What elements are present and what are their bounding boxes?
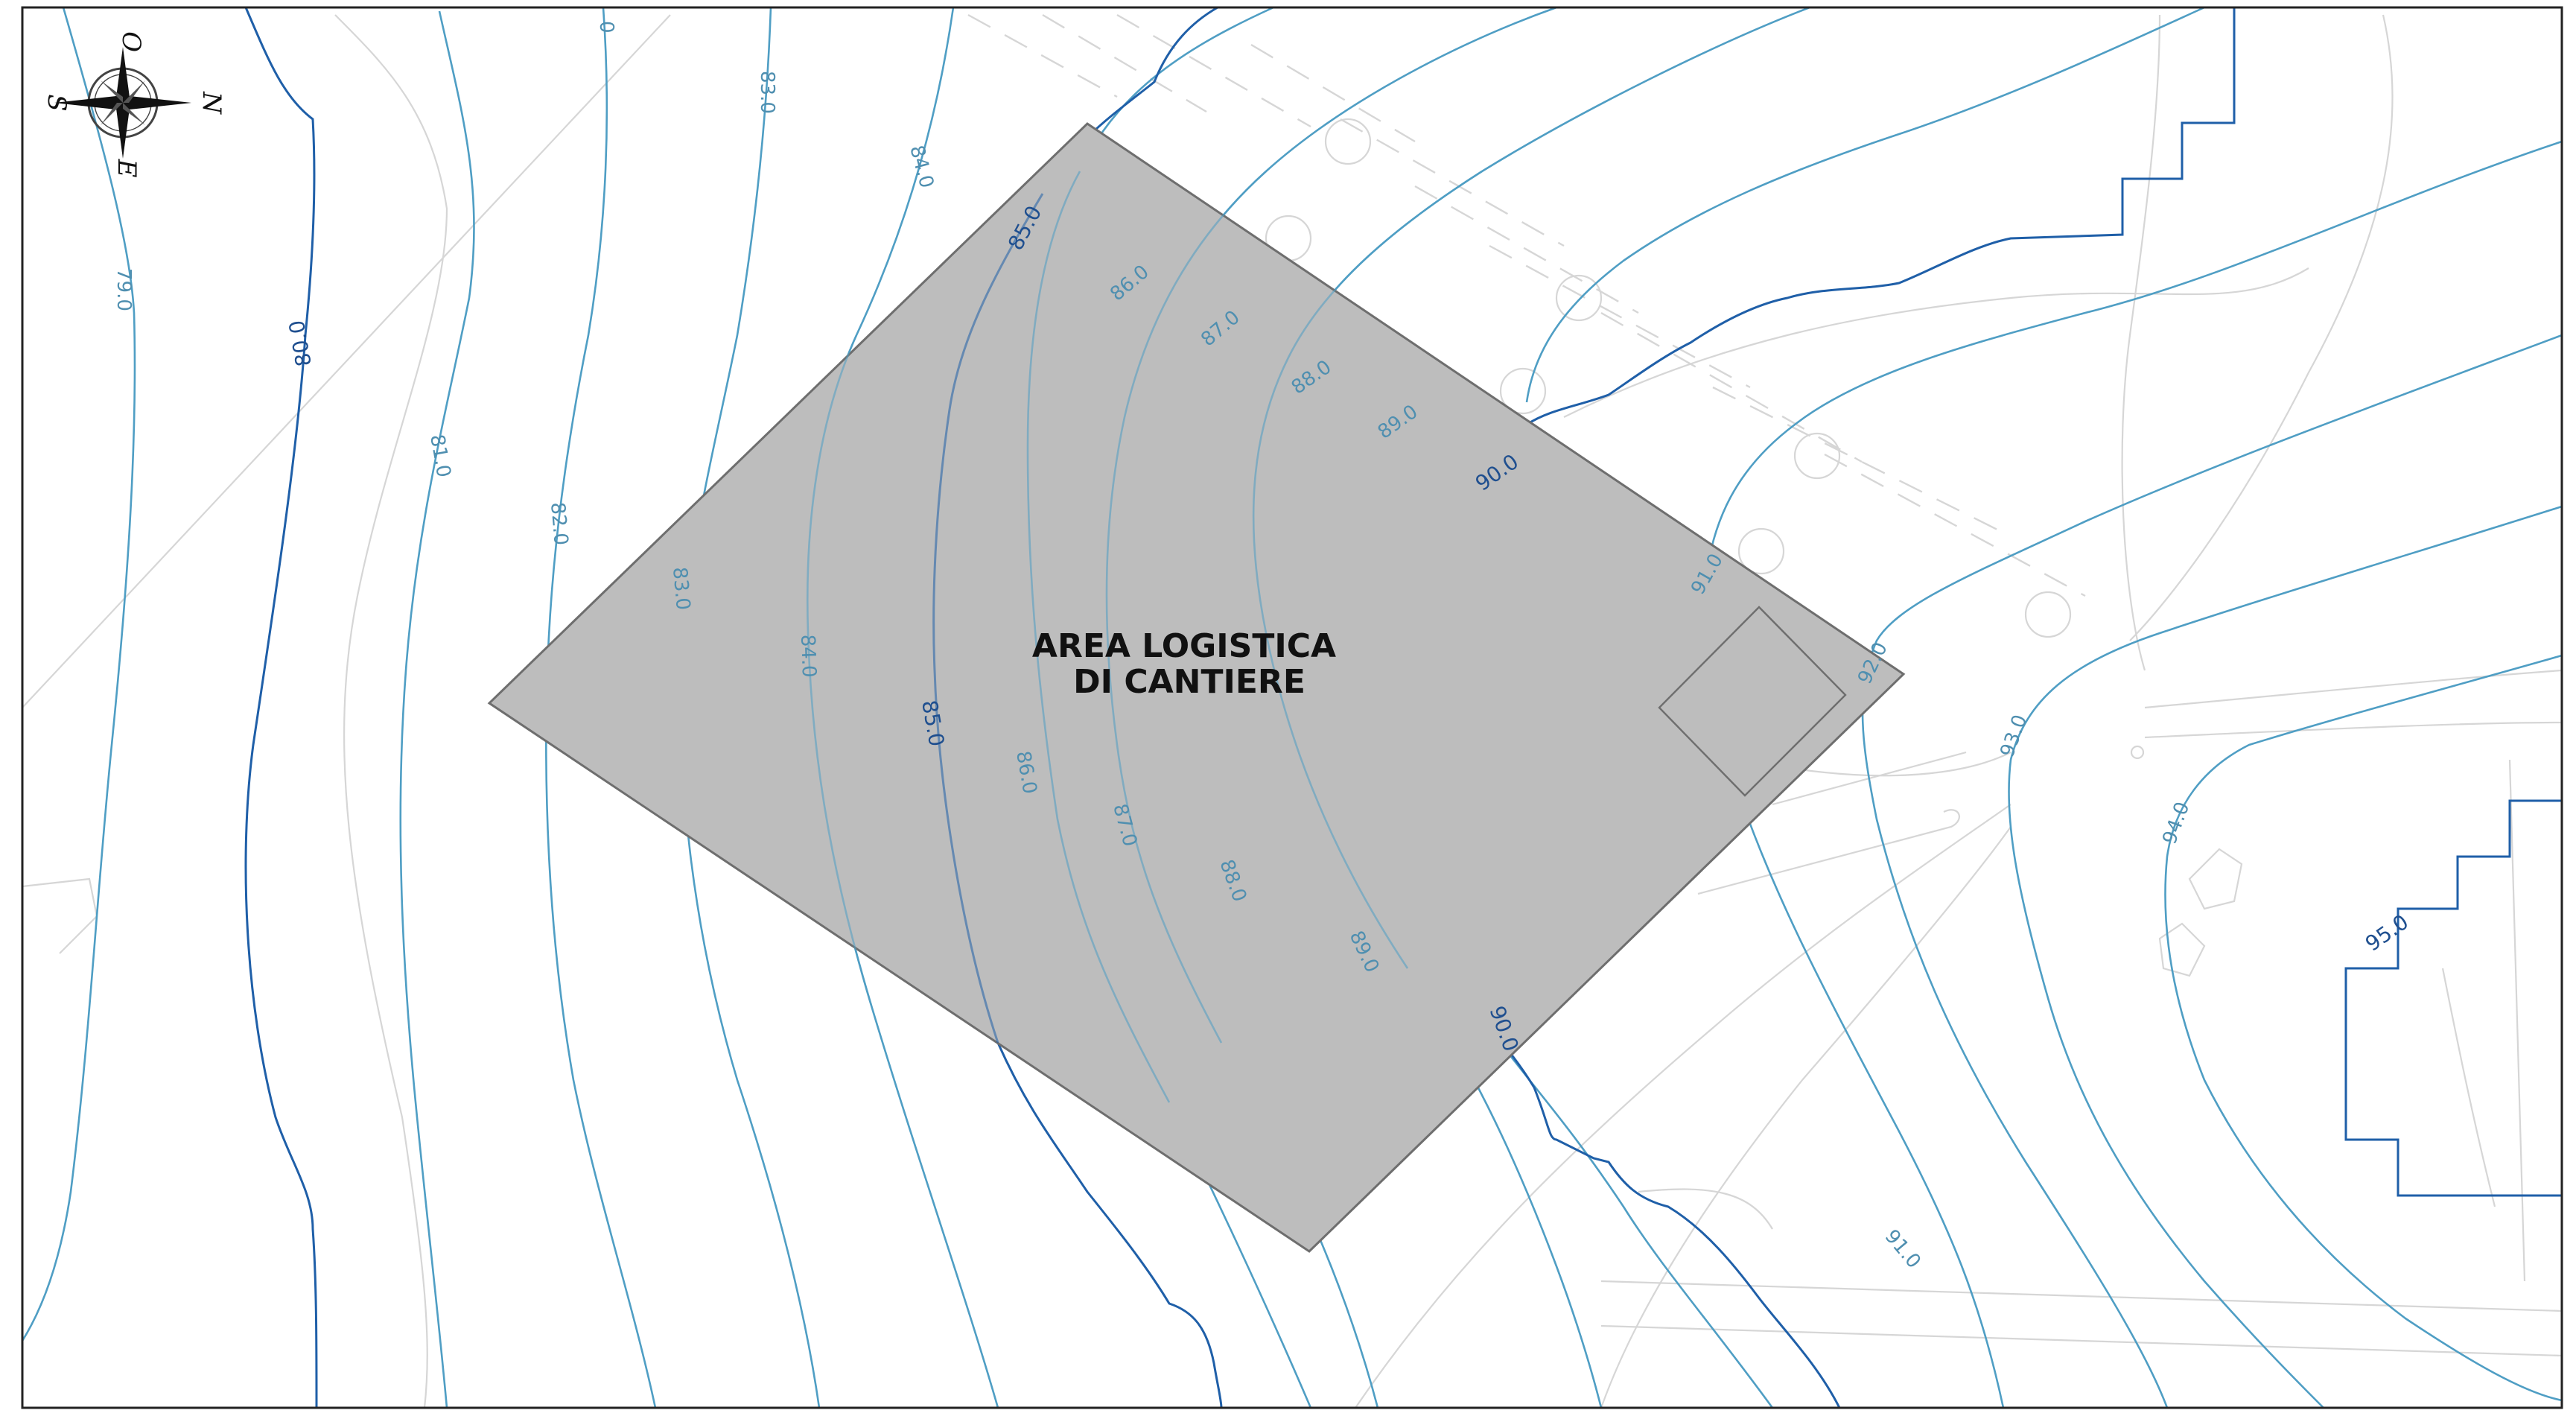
- contour-label-top: 0: [595, 21, 617, 34]
- compass-needle-east-icon: [115, 103, 130, 159]
- area-title-line2: DI CANTIERE: [1073, 663, 1306, 701]
- contour-lines-overlay: [806, 170, 1483, 1103]
- compass-east-label: E: [112, 159, 141, 178]
- contour-label-83-top: 83.0: [756, 71, 778, 114]
- contour-label-79: 79.0: [112, 268, 135, 311]
- logistics-area-polygon[interactable]: [487, 122, 1906, 1253]
- compass-south-label: S: [42, 94, 71, 111]
- compass-west-label: O: [116, 31, 146, 52]
- logistics-area-inner-building: [1658, 606, 1847, 797]
- area-label: AREA LOGISTICA DI CANTIERE: [1032, 627, 1336, 701]
- logistics-area[interactable]: [487, 122, 1906, 1253]
- contour-label-82: 82.0: [546, 501, 572, 546]
- contour-label-84-mid: 84.0: [796, 634, 820, 678]
- compass-north-label: N: [197, 91, 226, 115]
- area-title-line1: AREA LOGISTICA: [1032, 627, 1336, 665]
- compass-needle-north-icon: [123, 95, 191, 110]
- compass-needle-south-icon: [54, 95, 123, 110]
- contour-label-83-mid: 83.0: [668, 566, 694, 611]
- map-frame: [21, 6, 2563, 1409]
- compass-needle-west-icon: [115, 47, 130, 103]
- compass-rose: N S O E: [42, 31, 226, 178]
